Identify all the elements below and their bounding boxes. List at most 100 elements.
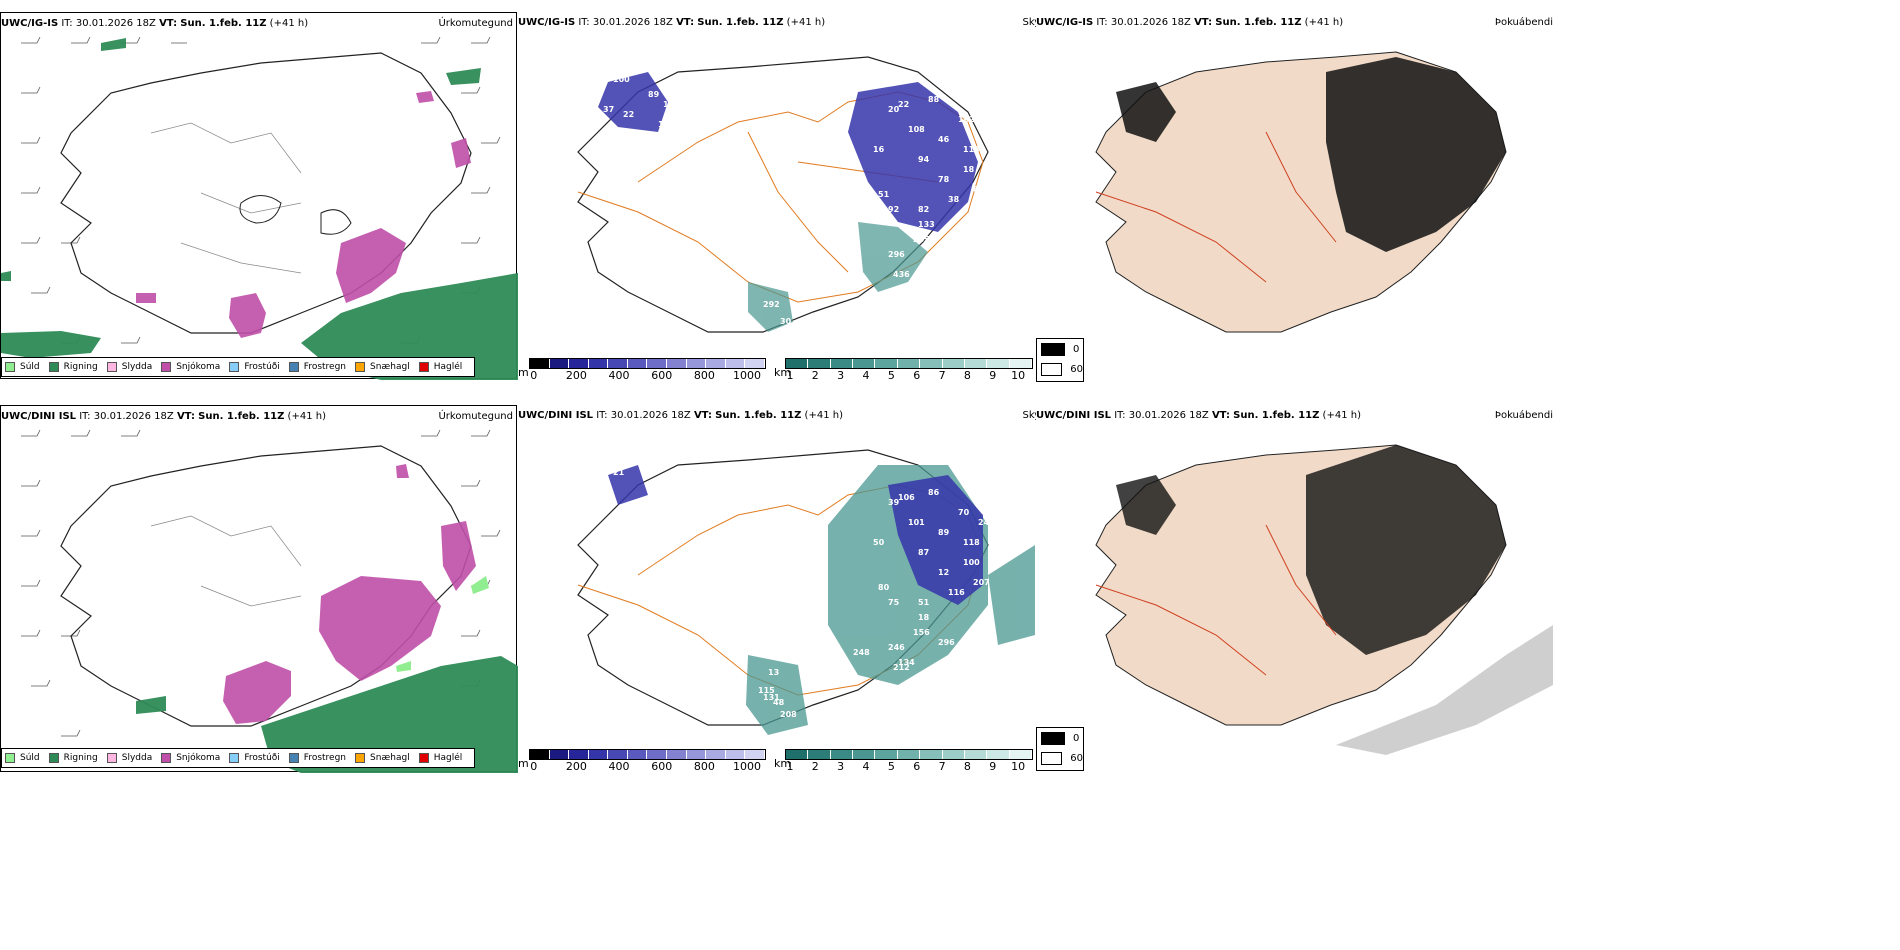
precip-legend-item: Súld	[5, 362, 40, 372]
visibility-labels: 100 37 89 22 134 118 16 20 51 108 88 46 102 94 78 18 22 1…	[603, 75, 990, 326]
legend-label: Súld	[20, 753, 40, 763]
fog-map-svg-2	[1095, 444, 1553, 755]
colorbar-unit: km	[774, 757, 792, 770]
legend-swatch	[106, 753, 117, 763]
fog-map-1: UWC/IG-IS IT: 30.01.2026 18Z VT: Sun. 1.…	[1036, 12, 1553, 382]
colorbar-cell	[627, 750, 648, 759]
colorbar-cell	[706, 750, 726, 759]
height-colorbar: m 0 200 400 600 800 1000	[518, 749, 766, 774]
visibility-label: 94	[918, 155, 930, 164]
legend-label: Haglél	[433, 362, 463, 372]
visibility-label: 52	[663, 493, 674, 502]
fog-map-2: UWC/DINI ISL IT: 30.01.2026 18Z VT: Sun.…	[1036, 405, 1553, 772]
visibility-label: 75	[888, 598, 900, 607]
legend-label: Snæhagl	[370, 362, 410, 372]
legend-swatch	[5, 753, 15, 763]
colorbar-tick: 10	[1011, 369, 1026, 382]
visibility-label: 212	[893, 663, 910, 672]
colorbar-tick: 10	[1011, 760, 1026, 773]
colorbar-cell	[725, 750, 746, 759]
colorbar-tick: 1000	[733, 760, 762, 773]
model-name: UWC/IG-IS	[1, 18, 59, 29]
fog-legend: 0 60	[1036, 338, 1084, 382]
fog-legend-item: 0	[1037, 339, 1083, 359]
visibility-label: 24	[978, 518, 990, 527]
precip-legend-item: Súld	[5, 753, 40, 763]
colorbar-cell	[987, 359, 1010, 368]
colorbar-cell	[745, 750, 765, 759]
fog-map-svg-1	[1095, 51, 1507, 333]
colorbar-unit: m	[518, 757, 529, 770]
precip-type-map-2: UWC/DINI ISL IT: 30.01.2026 18Z VT: Sun.…	[0, 405, 518, 773]
colorbar-tick: 4	[862, 760, 870, 773]
colorbar-cell	[530, 750, 550, 759]
colorbar-cell	[875, 750, 898, 759]
rain-areas	[1, 38, 518, 380]
panel-title: Þokuábendi	[1494, 410, 1553, 421]
fog-legend: 0 60	[1036, 727, 1084, 771]
visibility-label: 100	[613, 75, 630, 84]
colorbar-cell	[647, 359, 668, 368]
colorbar-cell	[667, 750, 687, 759]
legend-label: 60	[1070, 363, 1083, 375]
rain-areas	[136, 656, 518, 773]
colorbar-cell	[853, 359, 876, 368]
visibility-label: 205	[913, 235, 930, 244]
visibility-label: 102	[958, 115, 975, 124]
colorbar-cell	[745, 359, 765, 368]
legend-swatch	[1041, 751, 1063, 765]
visibility-label: 65	[973, 185, 985, 194]
legend-swatch	[418, 753, 429, 763]
legend-label: Snjókoma	[176, 753, 221, 763]
colorbar-tick: 5	[887, 369, 895, 382]
visibility-label: 78	[938, 175, 950, 184]
fog-legend-item: 60	[1037, 748, 1083, 768]
colorbar-unit: km	[774, 366, 792, 379]
legend-label: Haglél	[433, 753, 463, 763]
visibility-label: 292	[763, 300, 780, 309]
visibility-label: 52	[648, 483, 659, 492]
precip-legend-item: Snjókoma	[161, 753, 220, 763]
panel-title: Úrkomutegund	[438, 18, 513, 29]
precip-legend-item: Snæhagl	[355, 753, 410, 763]
visibility-label: 80	[878, 583, 890, 592]
visibility-colorbar: km 1 2 3 4 5 6 7 8 9 10	[774, 749, 1033, 774]
legend-swatch	[1041, 342, 1065, 356]
visibility-label: 118	[663, 100, 680, 109]
panel-title: Þokuábendi	[1494, 17, 1553, 28]
visibility-label: 208	[780, 710, 797, 719]
colorbar-tick: 4	[862, 369, 870, 382]
snow-areas	[223, 464, 476, 724]
visibility-label: 108	[908, 125, 925, 134]
visibility-label: 115	[758, 686, 775, 695]
precip-legend-item: Slydda	[106, 362, 152, 372]
visibility-label: 125	[818, 638, 835, 647]
colorbar-cell	[920, 750, 943, 759]
colorbar-cell	[706, 359, 726, 368]
legend-label: Frostúði	[244, 753, 280, 763]
panel-title: Úrkomutegund	[438, 411, 513, 422]
precip-legend-item: Snjókoma	[161, 362, 220, 372]
colorbar-cell	[588, 750, 609, 759]
visibility-label: 116	[948, 588, 965, 597]
colorbar-tick: 0	[530, 369, 538, 382]
legend-label: Rigning	[63, 362, 98, 372]
precip-legend-item: Rigning	[48, 362, 98, 372]
colorbar-strip	[785, 749, 1033, 760]
colorbar-cell	[549, 750, 570, 759]
legend-label: Frostúði	[244, 362, 280, 372]
colorbar-cell	[686, 359, 707, 368]
visibility-label: 207	[973, 578, 990, 587]
wind-barbs	[21, 429, 501, 737]
legend-swatch	[355, 753, 366, 763]
legend-label: Frostregn	[303, 753, 347, 763]
colorbar-cell	[786, 750, 809, 759]
visibility-label: 133	[918, 220, 935, 229]
colorbar-strip	[785, 358, 1033, 369]
iceland-outline	[60, 52, 472, 334]
panel-header: UWC/DINI ISL IT: 30.01.2026 18Z VT: Sun.…	[1, 411, 326, 422]
visibility-label: 92	[888, 205, 899, 214]
precip-legend-item: Frostregn	[288, 362, 346, 372]
precip-legend-item: Frostúði	[229, 362, 280, 372]
visibility-label: 89	[938, 528, 950, 537]
